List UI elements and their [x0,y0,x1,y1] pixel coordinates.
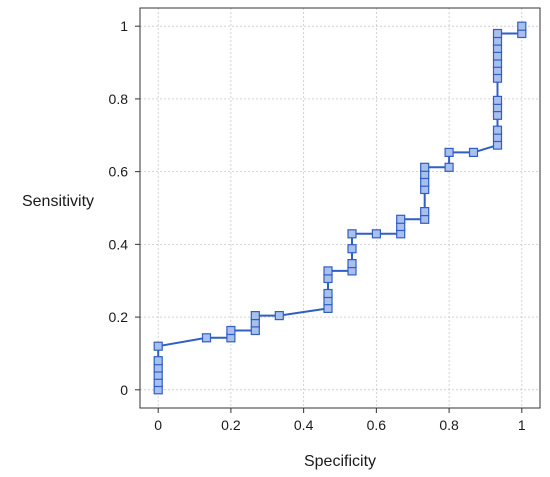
data-point-marker [492,140,503,150]
data-point-marker [492,110,503,120]
data-point-marker [420,214,430,224]
data-point-marker [492,28,503,39]
x-tick-label: 0.4 [294,417,314,433]
data-point-marker [420,207,430,217]
data-point-marker [347,229,357,239]
data-point-marker [323,266,333,276]
data-point-marker [492,95,503,106]
x-tick-label: 0 [154,417,162,433]
grid-lines [140,8,540,408]
data-point-marker [347,244,357,254]
data-point-marker [201,333,212,343]
data-point-marker [444,162,454,172]
data-point-marker [492,125,503,135]
data-point-marker [323,303,333,313]
data-point-marker [153,356,163,366]
x-tick-label: 1 [518,417,526,433]
data-point-marker [420,162,430,172]
data-point-marker [226,325,236,336]
plot-frame [139,7,541,409]
data-point-marker [517,21,527,31]
data-point-marker [347,259,357,269]
y-tick-label: 0.2 [109,309,129,325]
x-tick-label: 0.8 [439,417,459,433]
y-tick-label: 0.6 [109,164,129,180]
axis-ticks: 0 0.2 0.4 0.6 0.8 1 0 0.2 0.4 0.6 0.8 1 [109,18,526,433]
roc-curve-line [157,26,523,390]
data-point-marker [250,311,260,321]
x-tick-label: 0.2 [221,417,241,433]
data-point-marker [444,147,454,157]
data-point-marker [468,147,479,157]
data-point-marker [371,229,381,239]
y-tick-label: 1 [120,18,128,34]
y-tick-label: 0.4 [109,236,129,252]
data-point-marker [274,311,284,321]
data-point-marker [492,51,503,61]
y-axis-label: Sensitivity [22,193,94,210]
data-point-marker [323,273,333,284]
data-point-marker [492,73,503,83]
y-tick-label: 0.8 [109,91,129,107]
x-axis-label: Specificity [304,453,376,470]
data-point-marker [420,177,430,187]
x-tick-label: 0.6 [367,417,387,433]
data-point-marker [492,36,503,46]
series-layer [153,21,527,395]
data-point-marker [396,214,406,224]
data-point-marker [153,341,163,351]
data-point-marker [323,288,333,299]
y-tick-label: 0 [120,382,128,398]
data-point-marker [250,325,260,336]
